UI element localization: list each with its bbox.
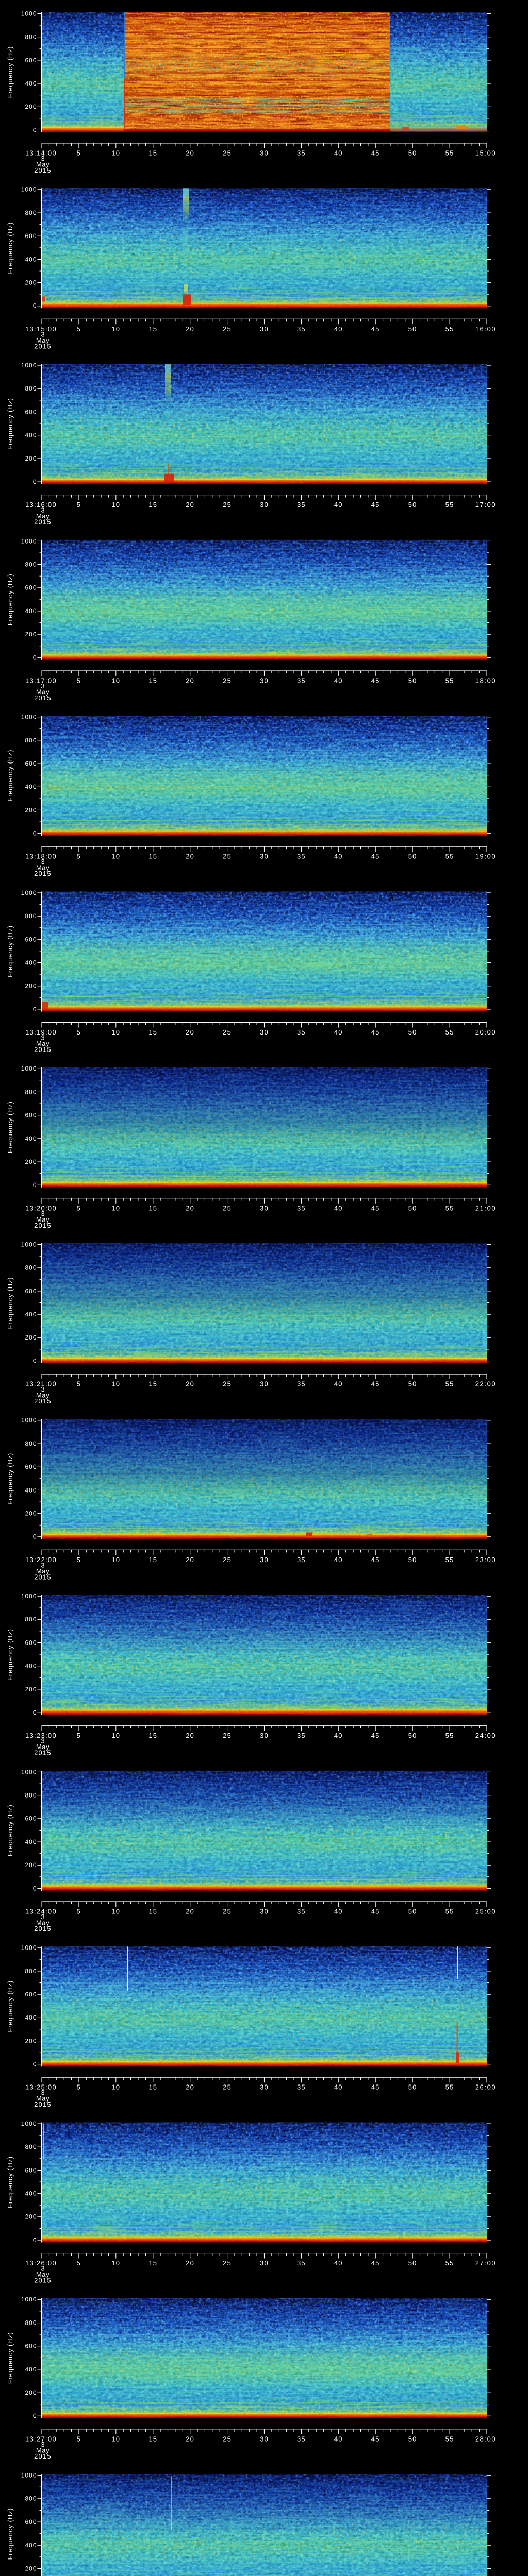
svg-text:25:00: 25:00 xyxy=(475,1907,497,1915)
svg-text:17:00: 17:00 xyxy=(475,501,497,509)
svg-text:13:14:00: 13:14:00 xyxy=(25,149,57,157)
svg-text:13:17:00: 13:17:00 xyxy=(25,676,57,684)
svg-text:13:26:00: 13:26:00 xyxy=(25,2259,57,2267)
svg-text:20:00: 20:00 xyxy=(475,1028,497,1036)
svg-text:13:24:00: 13:24:00 xyxy=(25,1907,57,1915)
svg-text:13:22:00: 13:22:00 xyxy=(25,1556,57,1564)
svg-text:22:00: 22:00 xyxy=(475,1380,497,1388)
svg-text:13:15:00: 13:15:00 xyxy=(25,325,57,333)
svg-text:13:21:00: 13:21:00 xyxy=(25,1380,57,1388)
svg-text:24:00: 24:00 xyxy=(475,1732,497,1739)
svg-text:26:00: 26:00 xyxy=(475,2083,497,2091)
svg-text:13:19:00: 13:19:00 xyxy=(25,1028,57,1036)
svg-text:13:25:00: 13:25:00 xyxy=(25,2083,57,2091)
svg-text:21:00: 21:00 xyxy=(475,1204,497,1212)
svg-text:16:00: 16:00 xyxy=(475,325,497,333)
svg-text:13:27:00: 13:27:00 xyxy=(25,2435,57,2443)
svg-text:13:20:00: 13:20:00 xyxy=(25,1204,57,1212)
svg-text:15:00: 15:00 xyxy=(475,149,497,157)
svg-text:13:23:00: 13:23:00 xyxy=(25,1732,57,1739)
svg-text:23:00: 23:00 xyxy=(475,1556,497,1564)
svg-text:19:00: 19:00 xyxy=(475,853,497,860)
svg-text:18:00: 18:00 xyxy=(475,676,497,684)
svg-text:13:18:00: 13:18:00 xyxy=(25,853,57,860)
svg-text:27:00: 27:00 xyxy=(475,2259,497,2267)
svg-text:28:00: 28:00 xyxy=(475,2435,497,2443)
svg-text:13:16:00: 13:16:00 xyxy=(25,501,57,509)
